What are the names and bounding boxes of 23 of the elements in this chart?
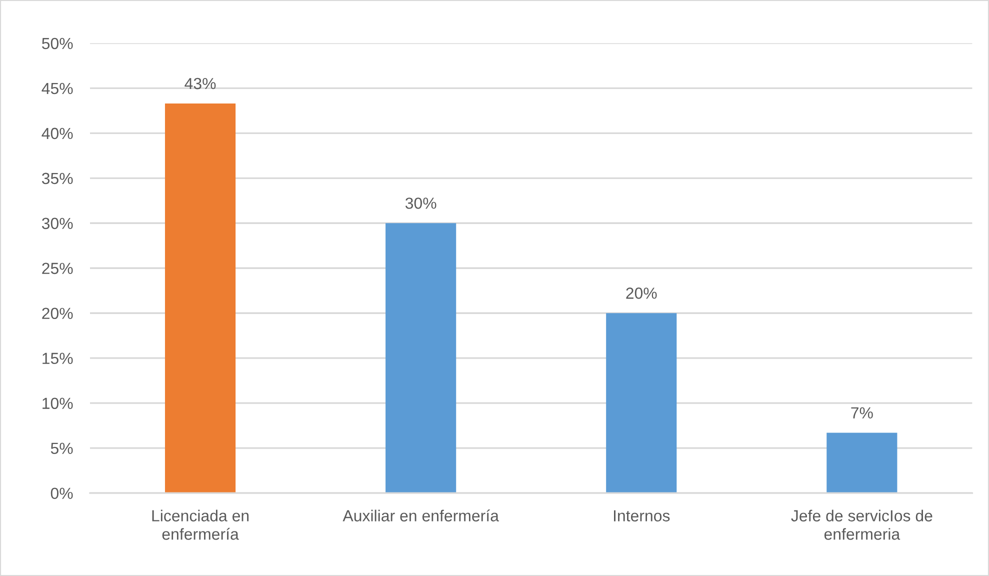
y-tick-label: 25% [42, 262, 73, 274]
data-label: 20% [626, 288, 657, 299]
y-tick-label: 10% [42, 398, 73, 410]
bar [386, 223, 456, 494]
x-tick-label: Licenciada en enfermería [152, 510, 249, 540]
x-tick-label: Auxiliar en enfermería [342, 510, 499, 522]
y-tick-label: 50% [42, 38, 73, 50]
y-tick-label: 5% [50, 442, 73, 454]
x-tick-label: Jefe de servicIos de enfermeria [791, 510, 932, 540]
bar [826, 432, 898, 494]
data-label: 30% [405, 198, 436, 209]
y-tick-label: 30% [42, 218, 73, 230]
y-tick-label: 35% [42, 172, 73, 184]
bar [606, 313, 677, 494]
y-tick-label: 40% [42, 128, 73, 140]
data-label: 7% [851, 407, 873, 418]
y-tick-label: 0% [50, 488, 73, 499]
x-tick-label: Internos [614, 510, 670, 522]
y-tick-label: 15% [42, 352, 73, 364]
bar [164, 103, 236, 494]
y-tick-label: 20% [42, 308, 73, 320]
data-label: 43% [184, 78, 216, 90]
y-tick-label: 45% [42, 82, 73, 94]
